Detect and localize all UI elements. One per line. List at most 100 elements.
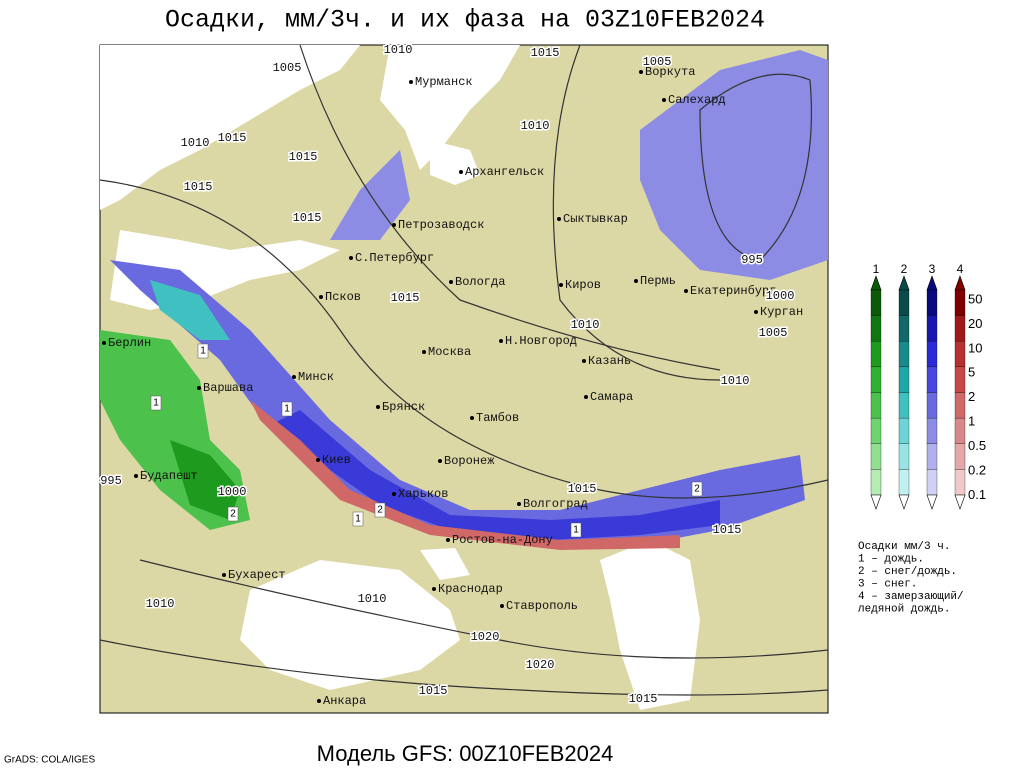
- city-dot: [582, 359, 586, 363]
- phase-box: [281, 401, 293, 417]
- legend-note: 2 – снег/дождь.: [858, 566, 957, 578]
- legend-swatch: [898, 341, 910, 368]
- legend-swatch: [926, 443, 938, 470]
- legend-note: 4 – замерзающий/: [858, 591, 964, 603]
- city-label: Берлин: [108, 336, 151, 350]
- city-label: Салехард: [668, 93, 726, 107]
- title: Осадки, мм/3ч. и их фаза на 03Z10FEB2024: [165, 6, 765, 35]
- legend-arrow: [870, 275, 882, 291]
- precip-snow: [640, 50, 828, 280]
- city-label: Анкара: [323, 694, 366, 708]
- legend-arrow: [954, 494, 966, 510]
- city-label: Киров: [565, 278, 601, 292]
- isobar-label: 1015: [184, 180, 213, 194]
- city-dot: [634, 279, 638, 283]
- isobar-label: 1015: [568, 482, 597, 496]
- legend-arrow: [954, 275, 966, 291]
- legend-swatch: [926, 315, 938, 342]
- isobar-label: 1010: [181, 136, 210, 150]
- legend-scale-label: 2: [968, 389, 975, 404]
- isobar-label: 1015: [629, 692, 658, 706]
- phase-label: 1: [153, 398, 159, 409]
- city-dot: [432, 587, 436, 591]
- city-dot: [422, 350, 426, 354]
- precip-mixed: [150, 280, 230, 340]
- city-label: Казань: [588, 354, 631, 368]
- city-dot: [392, 223, 396, 227]
- legend-scale-label: 50: [968, 291, 982, 306]
- legend-swatch: [898, 315, 910, 342]
- city-dot: [662, 98, 666, 102]
- legend-swatch: [870, 417, 882, 444]
- sea: [100, 45, 360, 210]
- isobar-label: 1010: [721, 374, 750, 388]
- isobar-label: 1020: [526, 658, 555, 672]
- city-dot: [446, 538, 450, 542]
- city-label: Ростов-на-Дону: [452, 533, 553, 547]
- precip-rain: [170, 440, 240, 520]
- isobar-label: 1005: [273, 61, 302, 75]
- city-label: С.Петербург: [355, 251, 434, 265]
- city-label: Курган: [760, 305, 803, 319]
- legend-swatch: [898, 366, 910, 393]
- isobar-label: 1015: [289, 150, 318, 164]
- isobar-label: 995: [100, 474, 122, 488]
- legend-column-label: 2: [901, 262, 908, 276]
- legend-swatch: [870, 469, 882, 496]
- legend: 1 2 3 4 50 20 10 5 2 1 0.5 0.2 0.1 Осадки мм/3 ч.1 – …: [858, 262, 986, 615]
- city-dot: [349, 256, 353, 260]
- city-label: Краснодар: [438, 582, 503, 596]
- city-dot: [559, 283, 563, 287]
- legend-column-label: 4: [957, 262, 964, 276]
- isobar-label: 1010: [146, 597, 175, 611]
- legend-note: 3 – снег.: [858, 578, 917, 590]
- city-label: Воркута: [645, 65, 695, 79]
- legend-swatch: [870, 289, 882, 316]
- city-dot: [409, 80, 413, 84]
- isobar: [699, 73, 813, 261]
- legend-swatch: [926, 469, 938, 496]
- city-dot: [438, 459, 442, 463]
- legend-scale-label: 20: [968, 316, 982, 331]
- map: [99, 44, 829, 714]
- city-dot: [584, 395, 588, 399]
- legend-swatch: [954, 366, 966, 393]
- phase-box: [150, 395, 162, 411]
- isobar-label: 1000: [766, 289, 795, 303]
- sea: [240, 560, 460, 690]
- city-dot: [319, 295, 323, 299]
- legend-swatch: [926, 341, 938, 368]
- phase-box: [570, 522, 582, 538]
- city-dot: [317, 699, 321, 703]
- city-label: Архангельск: [465, 165, 544, 179]
- phase-label: 1: [355, 514, 361, 525]
- city-label: Киев: [322, 453, 351, 467]
- legend-swatch: [870, 366, 882, 393]
- map-labels: Мурманск Воркута Салехард Архангельск Петроз…: [99, 42, 804, 709]
- city-label: Бухарест: [228, 568, 286, 582]
- isobar-label: 1005: [643, 55, 672, 69]
- isobar-label: 1015: [419, 684, 448, 698]
- city-label: Минск: [298, 370, 334, 384]
- isobar-label: 1010: [384, 43, 413, 57]
- city-dot: [639, 70, 643, 74]
- legend-scale-label: 5: [968, 365, 975, 380]
- city-label: Самара: [590, 390, 633, 404]
- city-dot: [316, 458, 320, 462]
- legend-column-label: 1: [873, 262, 880, 276]
- legend-arrow: [898, 275, 910, 291]
- phase-label: 2: [694, 484, 700, 495]
- sea: [430, 140, 480, 185]
- isobar: [299, 44, 721, 371]
- precip-snow: [110, 260, 805, 545]
- city-label: Брянск: [382, 400, 425, 414]
- phase-label: 2: [230, 509, 236, 520]
- isobar-label: 1000: [218, 485, 247, 499]
- legend-scale-label: 0.1: [968, 487, 986, 502]
- phase-box: [197, 343, 209, 359]
- city-dot: [684, 289, 688, 293]
- city-dot: [197, 386, 201, 390]
- city-label: Ставрополь: [506, 599, 578, 613]
- precip-snow: [270, 410, 720, 540]
